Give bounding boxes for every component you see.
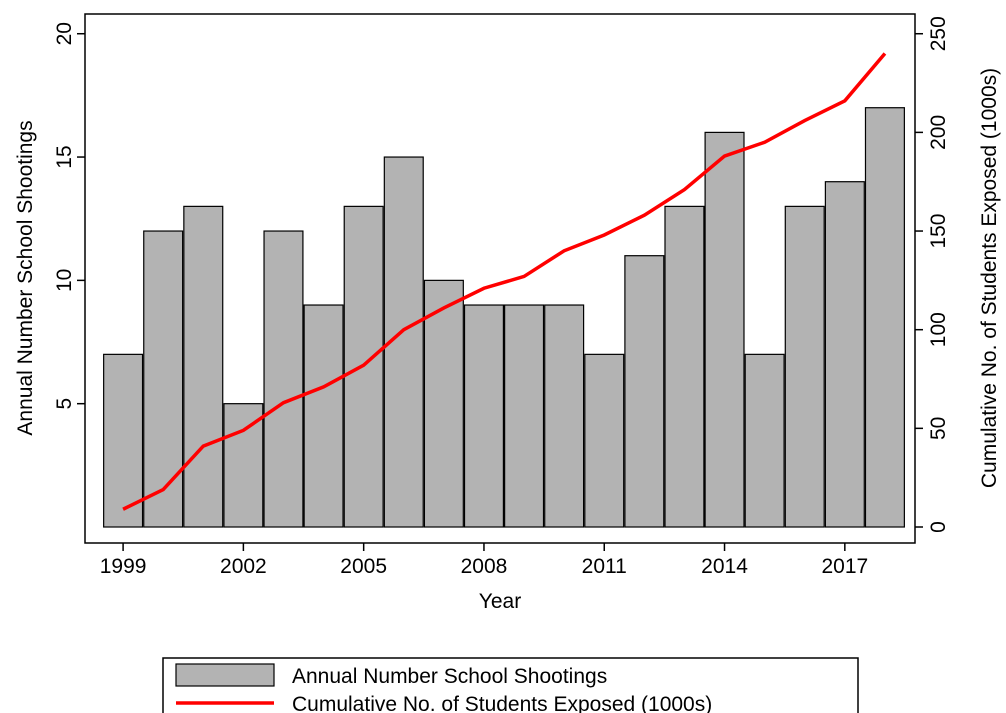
legend-swatch — [175, 663, 275, 687]
bar — [463, 304, 505, 528]
y2-tick-label: 0 — [927, 521, 950, 533]
bar — [183, 205, 224, 528]
bar — [263, 230, 304, 528]
x-tick-label: 2002 — [220, 555, 267, 578]
x-tick-label: 1999 — [100, 555, 147, 578]
x-tick-label: 2011 — [582, 555, 627, 578]
y-tick-label: 20 — [53, 22, 76, 45]
y2-tick-label: 250 — [927, 16, 950, 51]
line — [122, 52, 887, 511]
bar — [303, 304, 344, 528]
x-axis-label: Year — [479, 590, 521, 613]
y2-tick-label: 100 — [927, 312, 950, 347]
bar — [584, 353, 625, 528]
bar — [864, 107, 905, 528]
y-axis-label: Annual Number School Shootings — [14, 120, 37, 435]
plot-frame — [84, 13, 916, 544]
bar — [824, 181, 865, 528]
y2-axis-label: Cumulative No. of Students Exposed (1000… — [978, 68, 1001, 488]
x-tick-label: 2005 — [340, 555, 387, 578]
legend-box — [162, 657, 859, 713]
y2-tick-label: 50 — [927, 417, 950, 440]
bar — [103, 353, 144, 528]
bar — [423, 279, 464, 528]
bar — [744, 353, 785, 528]
y2-tick-label: 200 — [927, 115, 950, 150]
legend-label: Cumulative No. of Students Exposed (1000… — [292, 693, 712, 713]
bar — [223, 403, 264, 528]
y-tick-label: 5 — [53, 398, 76, 410]
bar — [624, 255, 665, 528]
y-tick-label: 10 — [53, 269, 76, 292]
x-tick-label: 2017 — [821, 555, 868, 578]
bar — [544, 304, 585, 528]
bar — [504, 304, 545, 528]
bar — [704, 131, 745, 528]
x-tick-label: 2014 — [701, 555, 748, 578]
bar — [143, 230, 184, 528]
legend-label: Annual Number School Shootings — [292, 665, 607, 688]
y2-tick-label: 150 — [927, 214, 950, 249]
y-tick-label: 15 — [53, 145, 76, 168]
bar — [664, 205, 705, 528]
bar — [784, 205, 825, 528]
x-tick-label: 2008 — [461, 555, 508, 578]
